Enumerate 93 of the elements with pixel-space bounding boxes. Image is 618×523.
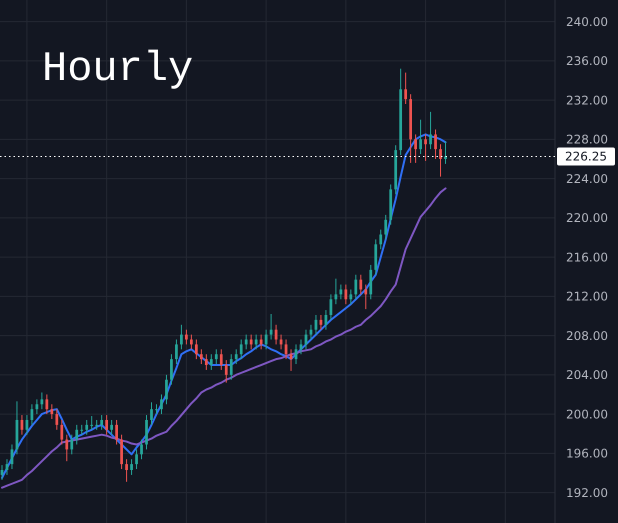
candlestick: [55, 408, 58, 430]
y-tick-label: 208.00: [566, 328, 608, 343]
candlestick: [429, 111, 432, 150]
candlestick: [270, 313, 272, 340]
candlestick: [95, 419, 98, 430]
candlestick: [80, 424, 84, 436]
candlestick: [40, 392, 44, 410]
candlestick: [155, 404, 158, 415]
candlestick: [310, 324, 312, 340]
candlestick: [10, 444, 14, 470]
candlestick: [254, 334, 258, 350]
candlestick: [294, 344, 298, 365]
candlestick: [110, 419, 114, 436]
candlestick: [280, 334, 282, 350]
candlestick: [200, 348, 203, 365]
candlestick: [224, 360, 228, 384]
candlestick: [70, 434, 74, 455]
candlestick: [180, 324, 183, 350]
candlestick: [424, 134, 427, 162]
candlestick: [175, 339, 178, 365]
candlestick: [130, 458, 133, 476]
candlestick: [284, 339, 288, 360]
candlestick: [339, 284, 342, 300]
candlestick: [90, 416, 94, 430]
y-tick-label: 220.00: [566, 211, 608, 226]
candlestick: [190, 334, 193, 350]
candlestick: [185, 329, 188, 345]
candlestick: [230, 354, 233, 380]
candlestick: [434, 129, 437, 160]
y-tick-label: 196.00: [566, 446, 608, 461]
candlestick: [20, 414, 24, 436]
y-tick-label: 228.00: [566, 132, 608, 147]
candlestick: [320, 314, 322, 330]
candlestick: [165, 374, 168, 405]
candlestick: [384, 214, 388, 240]
candlestick: [260, 334, 263, 350]
candlestick: [359, 274, 362, 295]
candlestick: [220, 348, 223, 370]
candlestick: [170, 354, 173, 386]
candlestick: [105, 414, 108, 436]
y-tick-label: 216.00: [566, 250, 608, 264]
candlestick: [444, 140, 447, 164]
candlestick: [125, 458, 128, 482]
candlestick: [50, 404, 54, 420]
y-tick-label: 232.00: [566, 93, 608, 108]
candlestick: [334, 278, 338, 305]
candlestick: [150, 402, 153, 426]
candlestick: [330, 294, 332, 320]
line-series: [1, 133, 447, 479]
candlestick: [85, 419, 88, 436]
candlestick: [214, 348, 218, 365]
candlestick: [419, 119, 422, 155]
candlestick: [204, 354, 208, 370]
candlestick: [244, 334, 248, 350]
candlestick: [160, 394, 163, 415]
candlestick: [100, 414, 104, 430]
candlestick: [379, 229, 382, 250]
text: Hourly: [42, 45, 194, 93]
candlestick: [0, 464, 4, 480]
candlestick: [354, 274, 358, 300]
line-series: [1, 187, 447, 489]
candlestick: [210, 354, 213, 370]
candlestick: [60, 419, 64, 445]
candlestick: [36, 398, 38, 415]
candlestick: [349, 288, 352, 305]
candlestick: [304, 329, 308, 350]
candlestick: [324, 310, 328, 330]
candlestick: [414, 134, 417, 164]
candlestick: [344, 284, 348, 305]
candlestick: [30, 404, 34, 426]
candlestick: [140, 439, 143, 460]
candlestick: [274, 324, 278, 345]
y-tick-label: 192.00: [566, 486, 608, 500]
candlestick: [250, 334, 253, 350]
candlestick: [314, 314, 318, 336]
candlestick: [26, 414, 28, 436]
candlestick: [290, 348, 292, 372]
ref-line-label: 226.25: [565, 150, 607, 164]
candlestick: [65, 434, 68, 462]
candlestick: [300, 339, 302, 355]
candlestick: [135, 448, 138, 470]
candlestick: [6, 458, 8, 476]
candlestick: [264, 329, 268, 350]
y-tick-label: 212.00: [566, 290, 608, 304]
candlestick: [439, 144, 442, 178]
y-tick-label: 224.00: [566, 172, 608, 186]
candlestick: [234, 348, 238, 365]
candlestick: [115, 419, 118, 445]
y-tick-label: 204.00: [566, 368, 608, 382]
y-tick-label: 236.00: [566, 54, 608, 68]
y-tick-label: 200.00: [566, 407, 608, 422]
candlestick: [364, 284, 368, 310]
y-tick-label: 240.00: [566, 14, 608, 29]
